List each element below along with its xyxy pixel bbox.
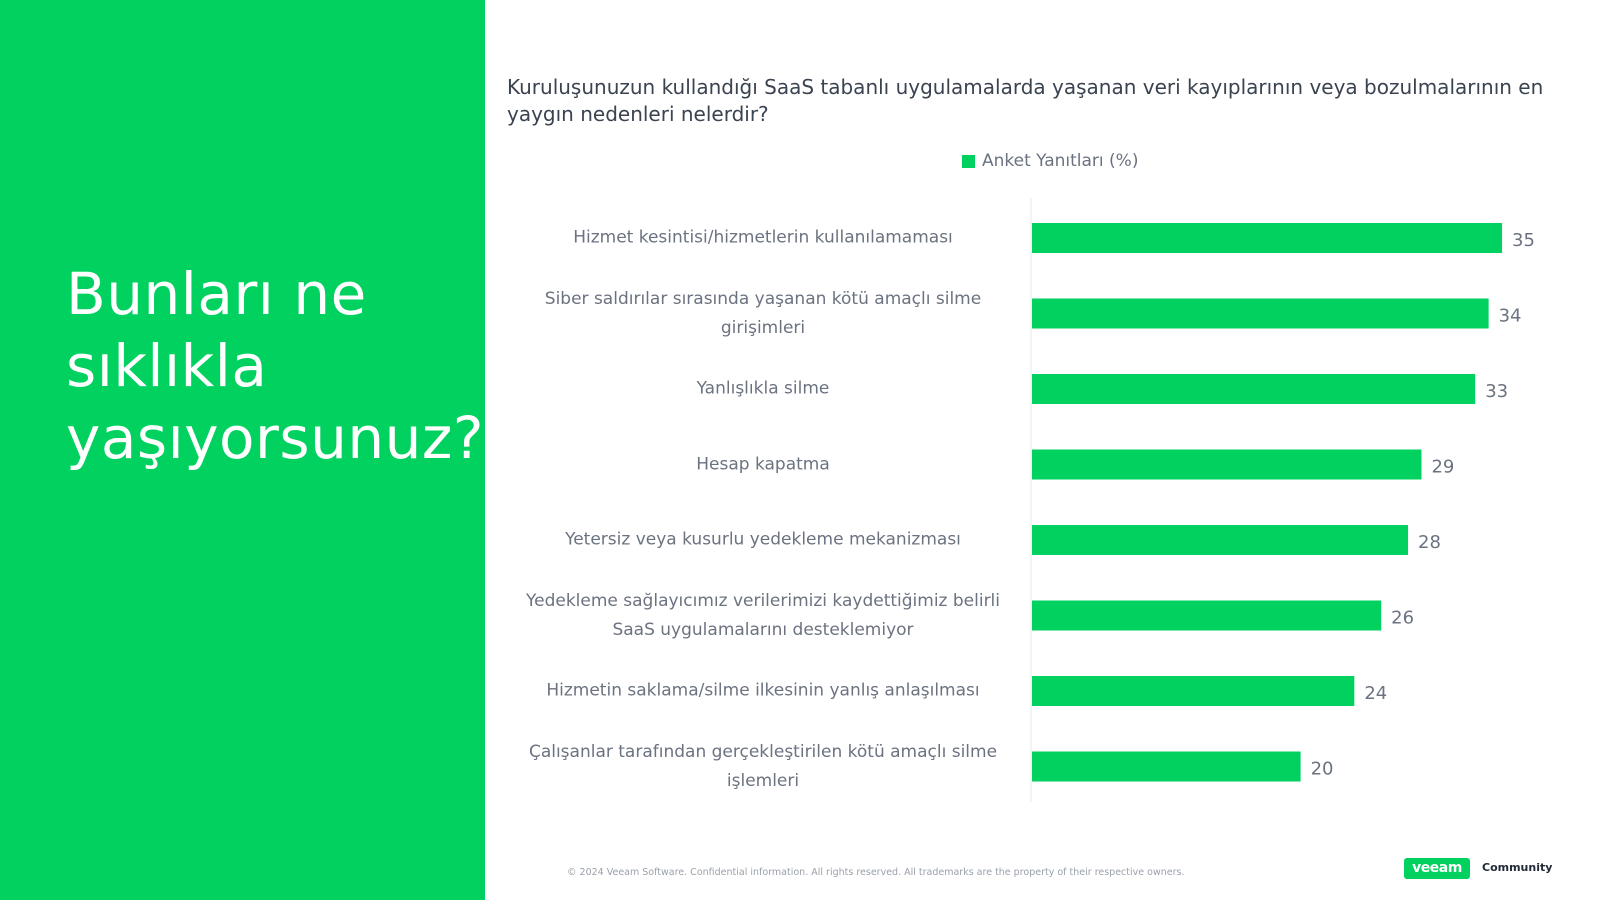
bar-4 (1032, 449, 1422, 480)
legend-swatch (962, 154, 975, 168)
category-label-6: Yedekleme sağlayıcımız verilerimizi kayd… (526, 590, 1000, 640)
category-label-3: Yanlışlıkla silme (696, 378, 830, 399)
chart-legend: Anket Yanıtları (%) (962, 150, 1138, 172)
veeam-logo: veeam (1404, 858, 1470, 879)
bar-3 (1032, 374, 1476, 404)
left-panel: Bunları ne sıklıkla yaşıyorsunuz? (0, 0, 485, 900)
category-label-1: Hizmet kesintisi/hizmetlerin kullanılama… (573, 227, 953, 248)
category-label-7: Hizmetin saklama/silme ilkesinin yanlış … (546, 680, 980, 701)
bar-7 (1032, 676, 1355, 706)
data-label-4: 29 (1431, 457, 1454, 478)
bar-5 (1032, 525, 1409, 555)
data-label-1: 35 (1512, 230, 1535, 251)
bar-8 (1032, 751, 1301, 782)
data-label-7: 24 (1364, 683, 1387, 704)
data-label-6: 26 (1391, 608, 1414, 629)
bar-1 (1032, 223, 1503, 253)
category-label-8: Çalışanlar tarafından gerçekleştirilen k… (528, 741, 998, 791)
data-label-8: 20 (1311, 759, 1334, 780)
data-label-2: 34 (1499, 306, 1522, 327)
bar-6 (1032, 600, 1382, 631)
chart-title: Kuruluşunuzun kullandığı SaaS tabanlı uy… (507, 75, 1544, 126)
category-label-2: Siber saldırılar sırasında yaşanan kötü … (544, 288, 982, 338)
data-label-3: 33 (1485, 381, 1508, 402)
headline: Bunları ne sıklıkla yaşıyorsunuz? (66, 260, 485, 472)
copyright-text: © 2024 Veeam Software. Confidential info… (567, 867, 1185, 878)
bar-2 (1032, 298, 1489, 329)
community-label: Community (1482, 861, 1553, 874)
data-label-5: 28 (1418, 532, 1441, 553)
category-label-4: Hesap kapatma (696, 454, 830, 474)
category-label-5: Yetersiz veya kusurlu yedekleme mekanizm… (565, 529, 961, 550)
legend-label: Anket Yanıtları (%) (982, 151, 1139, 171)
